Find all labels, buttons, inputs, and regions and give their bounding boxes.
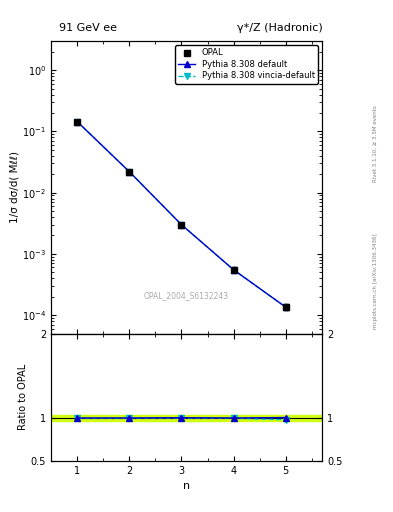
Text: mcplots.cern.ch [arXiv:1306.3436]: mcplots.cern.ch [arXiv:1306.3436] [373,234,378,329]
X-axis label: n: n [183,481,190,491]
Text: Rivet 3.1.10, ≥ 3.5M events: Rivet 3.1.10, ≥ 3.5M events [373,105,378,182]
Y-axis label: 1/σ dσ/d( Mℓℓ): 1/σ dσ/d( Mℓℓ) [9,151,19,223]
Y-axis label: Ratio to OPAL: Ratio to OPAL [18,364,28,430]
Legend: OPAL, Pythia 8.308 default, Pythia 8.308 vincia-default: OPAL, Pythia 8.308 default, Pythia 8.308… [175,45,318,84]
Text: OPAL_2004_S6132243: OPAL_2004_S6132243 [144,291,229,300]
Text: 91 GeV ee: 91 GeV ee [59,23,117,33]
Text: γ*/Z (Hadronic): γ*/Z (Hadronic) [237,23,322,33]
